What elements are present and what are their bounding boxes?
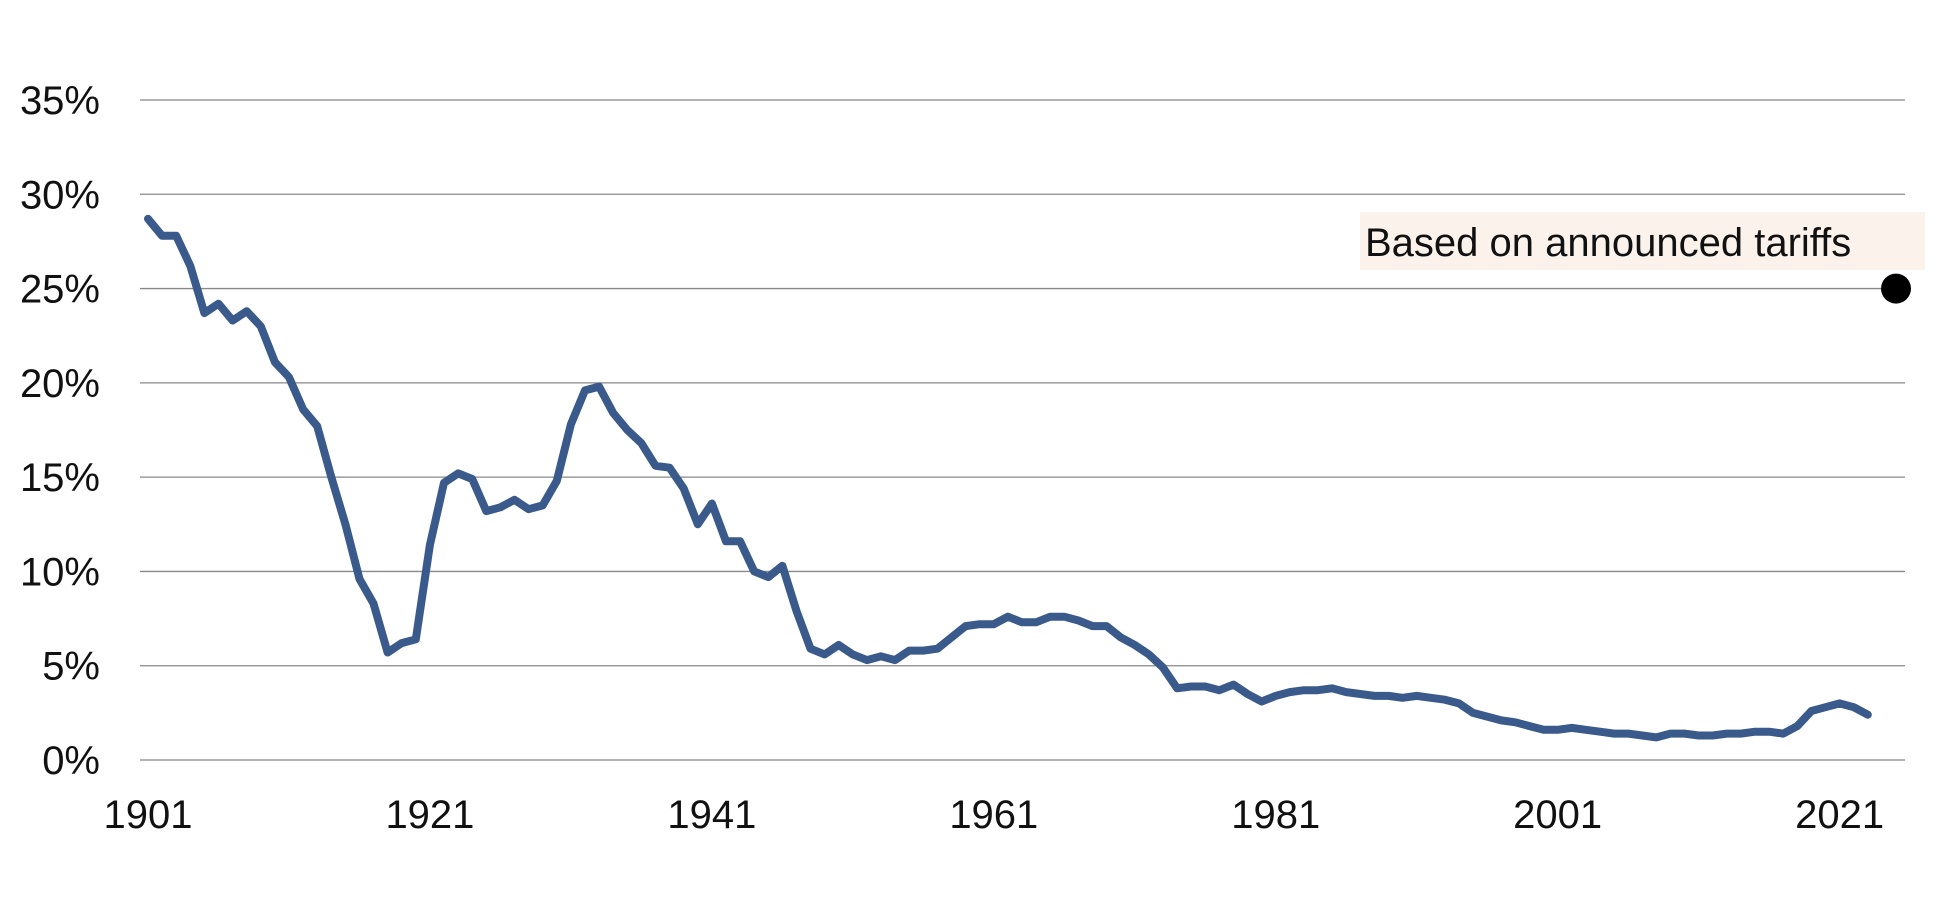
y-tick-label: 25%	[20, 268, 100, 312]
y-tick-label: 30%	[20, 173, 100, 217]
x-tick-label: 1981	[1231, 793, 1320, 837]
x-tick-label: 2021	[1795, 793, 1884, 837]
x-tick-label: 2001	[1513, 793, 1602, 837]
x-tick-label: 1901	[104, 793, 193, 837]
y-tick-label: 0%	[42, 739, 100, 783]
tariff-rate-line	[144, 214, 1872, 742]
y-tick-label: 35%	[20, 79, 100, 123]
gridlines	[140, 99, 1905, 761]
annotation: Based on announced tariffs	[1360, 212, 1925, 270]
y-tick-label: 20%	[20, 362, 100, 406]
x-tick-label: 1921	[385, 793, 474, 837]
y-tick-label: 15%	[20, 456, 100, 500]
announced-tariff-marker	[1881, 273, 1911, 304]
annotation-label: Based on announced tariffs	[1365, 221, 1851, 265]
x-axis-tick-labels: 1901 1921 1941 1961 1981 2001 2021	[104, 793, 1885, 837]
y-tick-label: 10%	[20, 550, 100, 594]
x-tick-label: 1961	[949, 793, 1038, 837]
x-tick-label: 1941	[667, 793, 756, 837]
y-axis-tick-labels: 0% 5% 10% 15% 20% 25% 30% 35%	[20, 79, 100, 783]
y-tick-label: 5%	[42, 645, 100, 689]
annotation-background	[1360, 212, 1925, 270]
